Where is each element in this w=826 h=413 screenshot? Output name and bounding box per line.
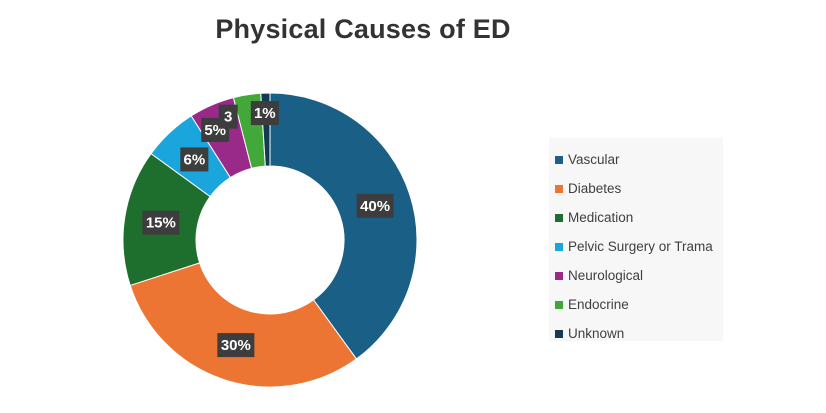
- svg-text:6%: 6%: [184, 151, 206, 168]
- data-label-diabetes: 30%: [217, 333, 255, 358]
- legend-swatch: [555, 242, 563, 251]
- legend: Vascular Diabetes Medication Pelvic Surgery…: [549, 138, 723, 341]
- data-label-pelvic-surgery-or-trama: 6%: [180, 147, 209, 172]
- chart-title: Physical Causes of ED: [215, 14, 511, 44]
- svg-text:15%: 15%: [146, 215, 176, 232]
- legend-label: Endocrine: [568, 297, 629, 312]
- legend-label: Pelvic Surgery or Trama: [568, 239, 713, 254]
- svg-text:3: 3: [224, 109, 232, 126]
- legend-item-unknown: Unknown: [549, 319, 723, 348]
- donut-chart: 40%30%15%6%5%3 1%: [122, 92, 418, 388]
- svg-text:30%: 30%: [221, 337, 251, 354]
- legend-item-vascular: Vascular: [549, 145, 723, 174]
- legend-item-neurological: Neurological: [549, 261, 723, 290]
- data-label-endocrine: 3: [218, 104, 238, 129]
- legend-label: Neurological: [568, 268, 644, 283]
- legend-item-medication: Medication: [549, 203, 723, 232]
- legend-swatch: [555, 213, 563, 222]
- legend-label: Medication: [568, 210, 634, 225]
- legend-item-diabetes: Diabetes: [549, 174, 723, 203]
- legend-item-endocrine: Endocrine: [549, 290, 723, 319]
- legend-swatch: [555, 329, 563, 338]
- slice-vascular: [269, 92, 418, 360]
- legend-label: Diabetes: [568, 181, 622, 196]
- data-label-medication: 15%: [142, 210, 180, 235]
- legend-item-pelvic-surgery-or-trama: Pelvic Surgery or Trama: [549, 232, 723, 261]
- svg-text:1%: 1%: [254, 105, 276, 122]
- legend-swatch: [555, 184, 563, 193]
- legend-swatch: [555, 271, 563, 280]
- svg-text:40%: 40%: [360, 198, 390, 215]
- data-label-vascular: 40%: [356, 193, 394, 218]
- legend-swatch: [555, 155, 563, 164]
- slice-diabetes: [129, 262, 358, 388]
- legend-label: Vascular: [568, 152, 620, 167]
- legend-label: Unknown: [568, 326, 625, 341]
- data-label-unknown: 1%: [250, 101, 279, 126]
- legend-swatch: [555, 300, 563, 309]
